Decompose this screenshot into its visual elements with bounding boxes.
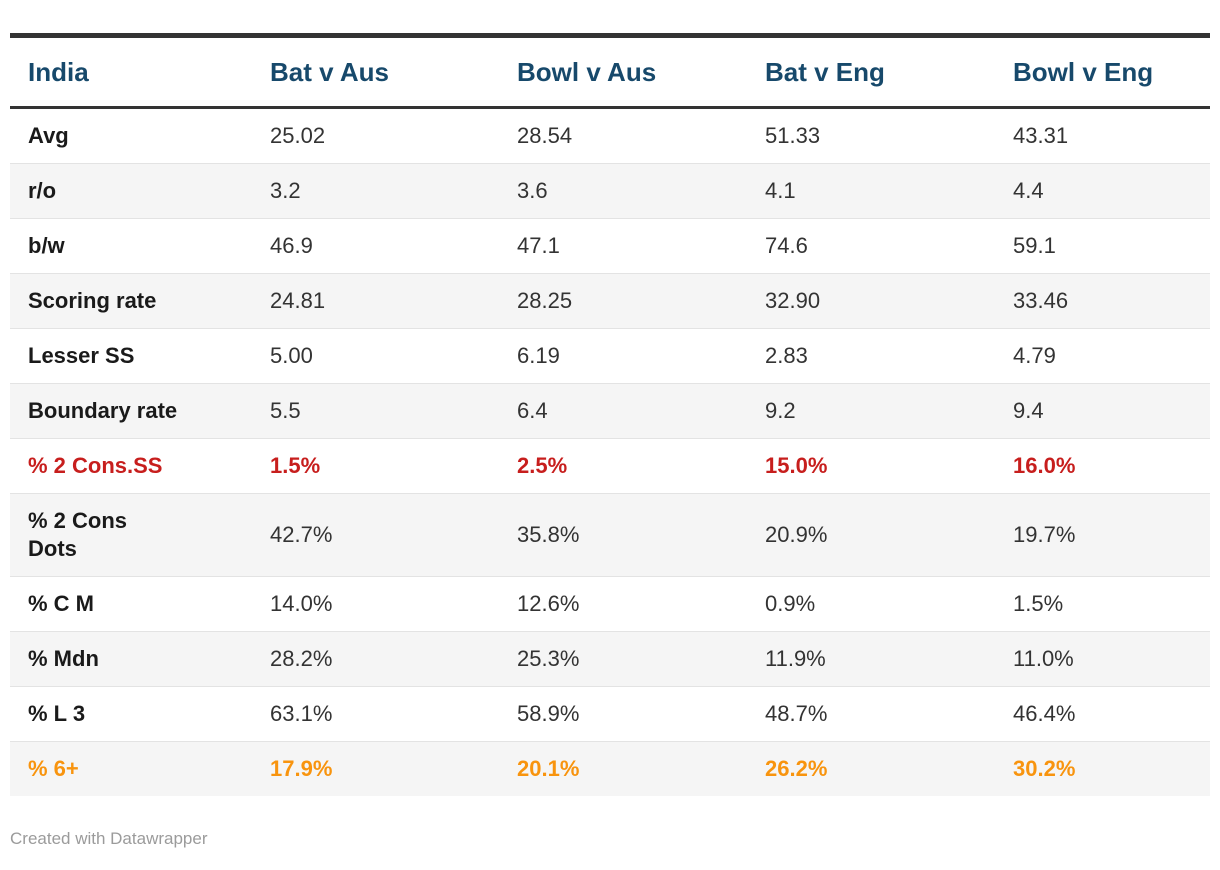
cell-value: 43.31: [1013, 123, 1069, 148]
cell-value: 2.5%: [499, 438, 747, 494]
datawrapper-table-page: India Bat v Aus Bowl v Aus Bat v Eng Bowl v …: [0, 33, 1220, 849]
table-row: % Mdn 28.2% 25.3% 11.9% 11.0%: [10, 631, 1210, 687]
cell-value: 1.5%: [252, 438, 499, 494]
cell-value: 11.9%: [747, 631, 995, 687]
datawrapper-credit: Created with Datawrapper: [10, 829, 208, 848]
column-header-bowl-v-eng: Bowl v Eng: [995, 35, 1210, 109]
cell-value: 48.7%: [747, 686, 995, 742]
row-label: % L 3: [10, 686, 252, 742]
cell-value: 17.9%: [252, 741, 499, 796]
table-row: b/w 46.9 47.1 74.6 59.1: [10, 218, 1210, 274]
cell-value: 46.4%: [995, 686, 1210, 742]
cell-value: 28.54: [517, 123, 573, 148]
cell-value: 74.6: [747, 218, 995, 274]
cell-value: 12.6%: [499, 576, 747, 632]
cell-value: 32.90: [747, 273, 995, 329]
table-row: Lesser SS 5.00 6.19 2.83 4.79: [10, 328, 1210, 384]
cell-value: 25.02: [270, 123, 326, 148]
cell-value: 3.2: [252, 163, 499, 219]
row-label: % 6+: [10, 741, 252, 796]
row-label: b/w: [10, 218, 252, 274]
row-label: % 2 Cons.SS: [10, 438, 252, 494]
cell-value: 30.2%: [995, 741, 1210, 796]
table-row: % 2 Cons Dots 42.7% 35.8% 20.9% 19.7%: [10, 493, 1210, 577]
row-label: Lesser SS: [10, 328, 252, 384]
row-label: Avg: [28, 123, 69, 148]
cell-value: 47.1: [499, 218, 747, 274]
cell-value: 11.0%: [995, 631, 1210, 687]
cell-value: 46.9: [252, 218, 499, 274]
cell-value: 16.0%: [995, 438, 1210, 494]
cell-value: 15.0%: [747, 438, 995, 494]
table-header-row: India Bat v Aus Bowl v Aus Bat v Eng Bowl v …: [10, 35, 1210, 109]
table-row: r/o 3.2 3.6 4.1 4.4: [10, 163, 1210, 219]
cell-value: 59.1: [995, 218, 1210, 274]
stats-table: India Bat v Aus Bowl v Aus Bat v Eng Bowl v …: [10, 33, 1210, 796]
cell-value: 58.9%: [499, 686, 747, 742]
cell-value: 26.2%: [747, 741, 995, 796]
table-row: Avg 25.02 28.54 51.33 43.31: [10, 108, 1210, 164]
cell-value: 6.4: [499, 383, 747, 439]
cell-value: 28.2%: [252, 631, 499, 687]
row-label: Boundary rate: [10, 383, 252, 439]
cell-value: 4.1: [747, 163, 995, 219]
row-label: % 2 Cons Dots: [10, 493, 252, 577]
cell-value: 42.7%: [252, 493, 499, 577]
column-header-bat-v-aus: Bat v Aus: [252, 35, 499, 109]
column-header-india: India: [10, 35, 252, 109]
cell-value: 25.3%: [499, 631, 747, 687]
table-row: Scoring rate 24.81 28.25 32.90 33.46: [10, 273, 1210, 329]
table-row: Boundary rate 5.5 6.4 9.2 9.4: [10, 383, 1210, 439]
cell-value: 4.79: [995, 328, 1210, 384]
column-header-bat-v-eng: Bat v Eng: [747, 35, 995, 109]
cell-value: 9.2: [747, 383, 995, 439]
cell-value: 2.83: [747, 328, 995, 384]
table-body: Avg 25.02 28.54 51.33 43.31 r/o 3.2 3.6 4.1 4.4 b/…: [10, 108, 1210, 796]
row-label: % Mdn: [10, 631, 252, 687]
cell-value: 35.8%: [499, 493, 747, 577]
cell-value: 63.1%: [252, 686, 499, 742]
cell-value: 5.00: [252, 328, 499, 384]
cell-value: 14.0%: [252, 576, 499, 632]
cell-value: 4.4: [995, 163, 1210, 219]
row-label: % C M: [10, 576, 252, 632]
row-label: r/o: [10, 163, 252, 219]
row-label: Scoring rate: [10, 273, 252, 329]
cell-value: 1.5%: [995, 576, 1210, 632]
cell-value: 28.25: [499, 273, 747, 329]
cell-value: 20.1%: [499, 741, 747, 796]
table-header: India Bat v Aus Bowl v Aus Bat v Eng Bowl v …: [10, 35, 1210, 109]
table-row: % 2 Cons.SS 1.5% 2.5% 15.0% 16.0%: [10, 438, 1210, 494]
cell-value: 19.7%: [995, 493, 1210, 577]
cell-value: 51.33: [765, 123, 821, 148]
table-row: % C M 14.0% 12.6% 0.9% 1.5%: [10, 576, 1210, 632]
column-header-bowl-v-aus: Bowl v Aus: [499, 35, 747, 109]
cell-value: 20.9%: [747, 493, 995, 577]
table-row: % L 3 63.1% 58.9% 48.7% 46.4%: [10, 686, 1210, 742]
cell-value: 5.5: [252, 383, 499, 439]
cell-value: 24.81: [252, 273, 499, 329]
cell-value: 6.19: [499, 328, 747, 384]
cell-value: 3.6: [499, 163, 747, 219]
table-row: % 6+ 17.9% 20.1% 26.2% 30.2%: [10, 741, 1210, 796]
cell-value: 0.9%: [747, 576, 995, 632]
cell-value: 9.4: [995, 383, 1210, 439]
cell-value: 33.46: [995, 273, 1210, 329]
